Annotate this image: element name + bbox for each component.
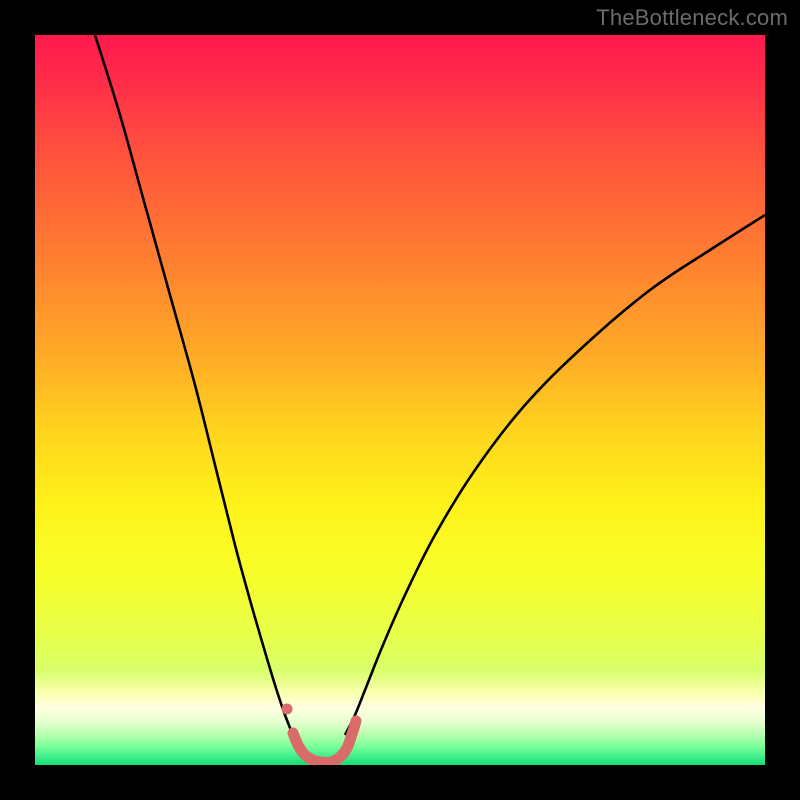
chart-frame: TheBottleneck.com — [0, 0, 800, 800]
curve-right — [345, 215, 765, 735]
curve-layer — [35, 35, 765, 765]
watermark-text: TheBottleneck.com — [596, 5, 788, 31]
plot-area — [35, 35, 765, 765]
bottom-dot — [282, 704, 293, 715]
curve-left — [95, 35, 293, 735]
bottom-u-shape — [293, 721, 356, 762]
